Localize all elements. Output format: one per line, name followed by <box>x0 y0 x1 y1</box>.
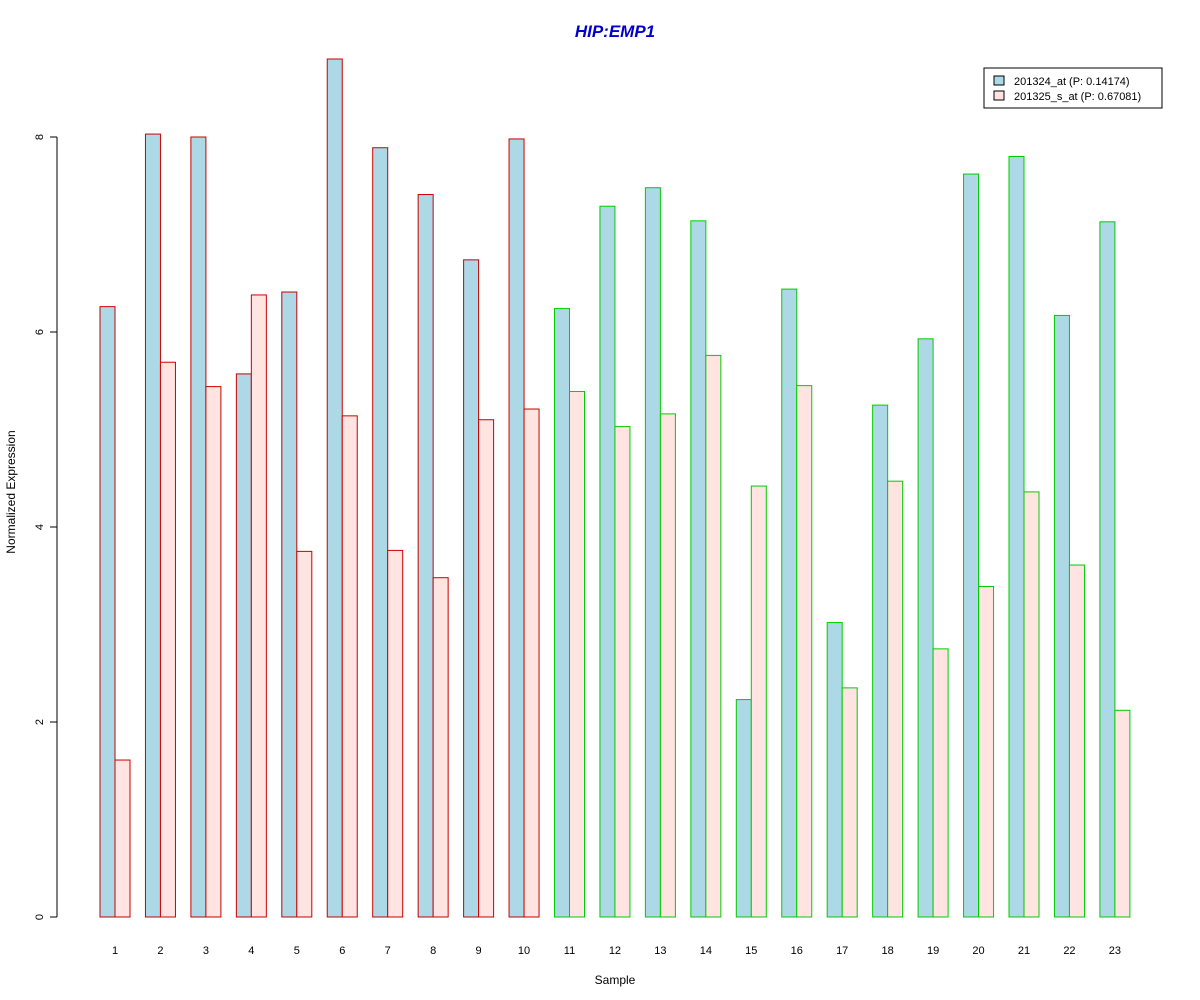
bar-series-1-sample-6 <box>326 58 343 918</box>
bar-series-2-sample-1 <box>114 759 131 918</box>
bar-series-1-sample-21 <box>1008 156 1025 918</box>
y-tick-label: 2 <box>34 719 46 725</box>
bar-series-2-sample-17 <box>841 687 858 918</box>
bar-series-1-sample-8 <box>417 194 434 918</box>
chart-title: HIP:EMP1 <box>575 22 655 41</box>
x-tick-label: 5 <box>294 945 300 957</box>
bar-series-1-sample-14 <box>690 220 707 918</box>
x-tick-label: 23 <box>1109 945 1121 957</box>
bar-series-1-sample-4 <box>235 373 252 918</box>
x-tick-label: 12 <box>609 945 621 957</box>
bar-series-1-sample-16 <box>781 288 798 918</box>
x-tick-label: 13 <box>654 945 666 957</box>
bar-series-1-sample-7 <box>372 147 389 918</box>
x-tick-label: 11 <box>564 945 575 957</box>
y-tick-label: 6 <box>34 329 46 335</box>
x-tick-label: 8 <box>430 945 436 957</box>
x-tick-label: 17 <box>836 945 848 957</box>
bar-series-1-sample-5 <box>281 291 298 918</box>
legend-entry-series-2: 201325_s_at (P: 0.67081) <box>1014 91 1141 103</box>
x-tick-label: 9 <box>476 945 482 957</box>
bar-series-1-sample-2 <box>144 133 161 918</box>
bar-series-1-sample-18 <box>872 404 889 918</box>
legend-entry-series-1: 201324_at (P: 0.14174) <box>1014 76 1130 88</box>
bar-series-2-sample-10 <box>523 408 540 918</box>
legend-swatch-series-2 <box>993 90 1005 101</box>
x-tick-label: 10 <box>518 945 530 957</box>
bar-series-2-sample-20 <box>978 585 995 918</box>
bar-series-1-sample-13 <box>644 187 661 918</box>
bar-series-2-sample-18 <box>887 480 904 918</box>
y-tick-label: 4 <box>34 524 46 530</box>
bar-series-2-sample-2 <box>159 361 176 918</box>
x-tick-label: 20 <box>972 945 984 957</box>
bar-series-1-sample-3 <box>190 136 207 918</box>
y-axis-label: Normalized Expression <box>4 430 18 553</box>
x-axis-tick-labels: 1 2 3 4 5 6 7 8 9 10 11 12 13 14 15 16 17 18 19 20 21 22 23 <box>112 945 1121 957</box>
bar-series-1-sample-17 <box>826 622 843 918</box>
bar-series-2-sample-6 <box>341 415 358 918</box>
bar-series-2-sample-23 <box>1114 709 1131 918</box>
bar-series-2-sample-19 <box>932 648 949 918</box>
bars <box>99 58 1131 918</box>
legend-box <box>983 67 1163 109</box>
x-tick-label: 4 <box>248 945 254 957</box>
bar-series-2-sample-9 <box>478 419 495 918</box>
legend-swatch-series-1 <box>993 75 1005 86</box>
bar-series-1-sample-12 <box>599 205 616 918</box>
bar-series-2-sample-3 <box>205 386 222 918</box>
bar-series-2-sample-14 <box>705 354 722 918</box>
x-tick-label: 1 <box>112 945 118 957</box>
bar-series-2-sample-12 <box>614 426 631 918</box>
x-axis-label: Sample <box>595 973 636 987</box>
y-axis: 0 2 4 6 8 <box>34 134 58 920</box>
bar-series-2-sample-21 <box>1023 491 1040 918</box>
bar-series-1-sample-23 <box>1099 221 1116 918</box>
bar-series-2-sample-22 <box>1068 564 1085 918</box>
bar-series-1-sample-1 <box>99 306 116 918</box>
bar-series-2-sample-13 <box>659 413 676 918</box>
x-tick-label: 3 <box>203 945 209 957</box>
bar-series-2-sample-8 <box>432 577 449 918</box>
x-tick-label: 7 <box>385 945 391 957</box>
bar-series-1-sample-20 <box>963 173 980 918</box>
bar-series-2-sample-16 <box>796 385 813 918</box>
x-tick-label: 2 <box>157 945 163 957</box>
legend: 201324_at (P: 0.14174) 201325_s_at (P: 0… <box>983 67 1163 109</box>
bar-series-2-sample-15 <box>750 485 767 918</box>
x-tick-label: 21 <box>1018 945 1030 957</box>
bar-series-1-sample-10 <box>508 138 525 918</box>
bar-series-1-sample-22 <box>1053 314 1070 918</box>
y-tick-label: 8 <box>34 134 46 140</box>
bar-series-1-sample-19 <box>917 338 934 918</box>
bar-series-1-sample-9 <box>463 259 480 918</box>
x-tick-label: 16 <box>791 945 803 957</box>
x-tick-label: 6 <box>339 945 345 957</box>
bar-series-2-sample-4 <box>250 294 267 918</box>
y-tick-label: 0 <box>34 914 46 920</box>
x-tick-label: 22 <box>1063 945 1075 957</box>
bar-series-2-sample-7 <box>387 549 404 918</box>
x-tick-label: 19 <box>927 945 939 957</box>
bar-series-1-sample-11 <box>554 308 570 918</box>
bar-series-2-sample-5 <box>296 550 313 918</box>
x-tick-label: 15 <box>745 945 757 957</box>
x-tick-label: 18 <box>882 945 894 957</box>
bar-series-1-sample-15 <box>735 699 752 918</box>
bar-series-2-sample-11 <box>569 390 585 918</box>
x-tick-label: 14 <box>700 945 712 957</box>
